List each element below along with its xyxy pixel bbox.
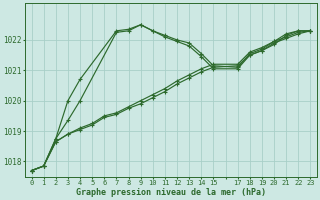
X-axis label: Graphe pression niveau de la mer (hPa): Graphe pression niveau de la mer (hPa) <box>76 188 266 197</box>
